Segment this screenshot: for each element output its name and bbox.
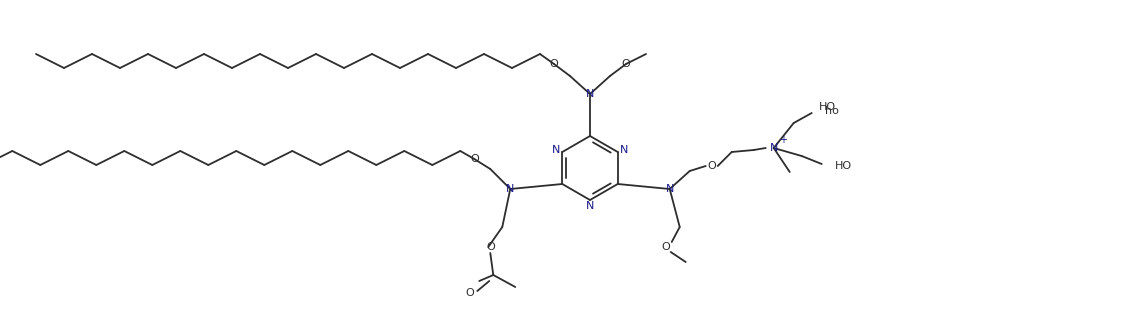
- Text: HO: HO: [835, 161, 853, 171]
- Text: +: +: [778, 135, 786, 145]
- Text: N: N: [585, 89, 594, 99]
- Text: O: O: [465, 288, 474, 298]
- Text: O: O: [549, 59, 558, 69]
- Text: N: N: [619, 145, 628, 155]
- Text: N: N: [506, 184, 514, 194]
- Text: O: O: [661, 242, 670, 252]
- Text: O: O: [486, 242, 495, 252]
- Text: O: O: [622, 59, 631, 69]
- Text: O: O: [470, 154, 478, 164]
- Text: ho: ho: [825, 106, 838, 116]
- Text: N: N: [552, 145, 561, 155]
- Text: N: N: [666, 184, 673, 194]
- Text: N: N: [769, 143, 778, 153]
- Text: O: O: [707, 161, 716, 171]
- Text: HO: HO: [819, 102, 836, 112]
- Text: N: N: [585, 201, 594, 211]
